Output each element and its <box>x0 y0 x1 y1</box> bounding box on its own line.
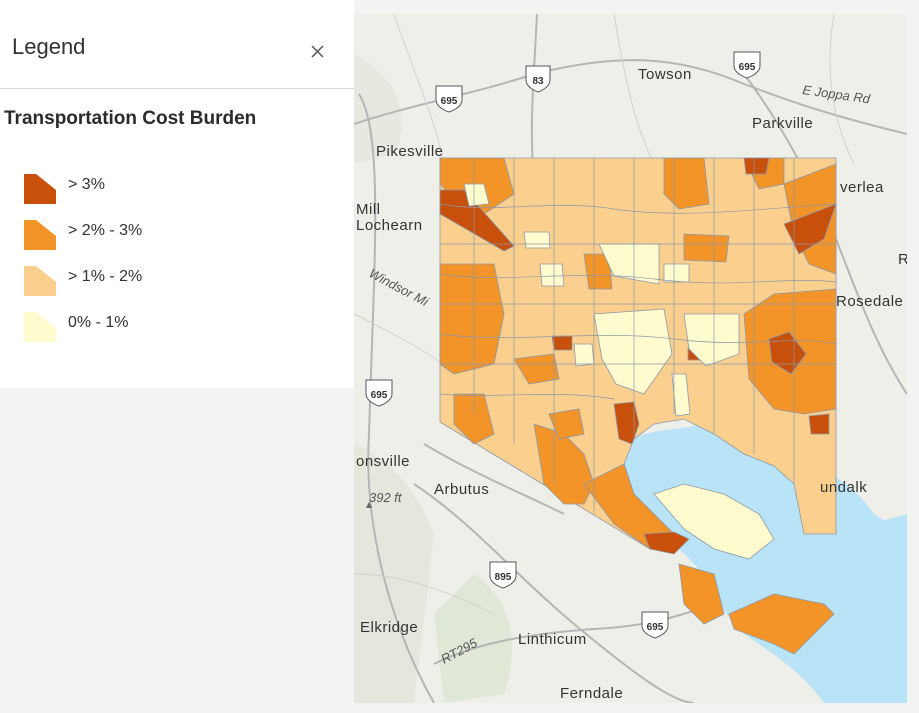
tract-2-3[interactable] <box>678 563 725 625</box>
tract-0-1[interactable] <box>463 183 490 207</box>
legend-card: Legend Transportation Cost Burden > 3% >… <box>0 0 354 388</box>
place-catonsville: onsville <box>356 453 410 470</box>
legend-item-label: > 1% - 2% <box>68 268 143 285</box>
shield-label: 695 <box>647 622 664 633</box>
i695-south <box>433 603 715 665</box>
tract-0-1[interactable] <box>671 373 691 417</box>
tract-over-3[interactable] <box>808 413 830 435</box>
legend-item-label: 0% - 1% <box>68 314 129 331</box>
legend-item-0-1: 0% - 1% <box>22 308 322 342</box>
map-canvas[interactable]: 695 83 695 695 895 695 Towson E Joppa Rd… <box>354 14 907 703</box>
place-dundalk: undalk <box>820 479 867 496</box>
tract-over-3[interactable] <box>613 401 640 445</box>
shield-label: 895 <box>495 572 512 583</box>
close-button[interactable] <box>300 34 334 68</box>
tract-0-1[interactable] <box>573 343 595 367</box>
place-rosedale: Rosedale <box>836 293 903 310</box>
shield-label: 695 <box>371 390 388 401</box>
place-pikesville: Pikesville <box>376 143 444 160</box>
shield-i695-west: 695 <box>365 379 393 407</box>
tract-2-3[interactable] <box>683 233 730 263</box>
place-towson: Towson <box>638 66 692 83</box>
shield-i83: 83 <box>525 65 551 93</box>
legend-item-1-2: > 1% - 2% <box>22 262 322 296</box>
legend-swatch <box>24 266 56 296</box>
elevation-label: 392 ft <box>369 490 403 505</box>
tract-2-3[interactable] <box>583 253 613 290</box>
place-elkridge: Elkridge <box>360 619 418 636</box>
legend-item-2-3: > 2% - 3% <box>22 216 322 250</box>
tract-2-3[interactable] <box>453 393 495 445</box>
legend-item-label: > 3% <box>68 176 105 193</box>
park-patch <box>434 574 513 703</box>
place-r-edge: R <box>898 251 907 268</box>
close-icon[interactable] <box>300 34 334 68</box>
shield-i695-south: 695 <box>641 611 669 639</box>
tract-borders <box>439 158 837 514</box>
place-parkville: Parkville <box>752 115 813 132</box>
shield-i895: 895 <box>489 561 517 589</box>
legend-title: Legend <box>12 34 86 59</box>
tract-0-1[interactable] <box>539 263 565 287</box>
i895-road <box>413 483 695 703</box>
terrain-patch <box>354 444 434 703</box>
tract-over-3[interactable] <box>743 157 770 175</box>
tract-2-3[interactable] <box>728 593 835 655</box>
terrain-patch <box>354 54 402 164</box>
arterial <box>423 443 565 515</box>
legend-swatch <box>24 174 56 204</box>
shield-label: 83 <box>532 76 544 87</box>
tract-2-3[interactable] <box>583 463 675 550</box>
legend-swatch <box>24 220 56 250</box>
city-choropleth[interactable] <box>439 157 837 655</box>
swatch-shape <box>24 312 56 342</box>
shield-label: 695 <box>739 62 756 73</box>
tract-0-1[interactable] <box>683 313 740 367</box>
peak-icon <box>366 502 372 508</box>
place-ferndale: Ferndale <box>560 685 623 702</box>
shield-i695-topleft: 695 <box>435 85 463 113</box>
shield-label: 695 <box>441 96 458 107</box>
legend-item-over-3: > 3% <box>22 170 322 204</box>
tract-0-1[interactable] <box>663 263 690 283</box>
tract-0-1[interactable] <box>653 483 775 560</box>
place-arbutus: Arbutus <box>434 481 489 498</box>
swatch-shape <box>24 220 56 250</box>
tract-2-3[interactable] <box>439 263 505 375</box>
swatch-shape <box>24 266 56 296</box>
layer-title: Transportation Cost Burden <box>4 108 257 129</box>
tract-2-3[interactable] <box>513 353 560 385</box>
bay-water <box>834 514 907 703</box>
legend-panel: Legend Transportation Cost Burden > 3% >… <box>0 0 354 713</box>
legend-swatch <box>24 312 56 342</box>
swatch-shape <box>24 174 56 204</box>
tract-over-3[interactable] <box>551 335 573 351</box>
tract-2-3[interactable] <box>548 408 585 440</box>
tract-over-3[interactable] <box>643 531 690 555</box>
legend-header: Legend <box>0 0 354 89</box>
place-linthicum: Linthicum <box>518 631 587 648</box>
local-roads <box>354 14 855 615</box>
shield-i695-topright: 695 <box>733 51 761 79</box>
place-overlea: verlea <box>840 179 884 196</box>
place-lochearn: Lochearn <box>356 217 423 234</box>
tract-2-3[interactable] <box>663 157 710 210</box>
tract-0-1[interactable] <box>523 231 551 249</box>
place-mill: Mill <box>356 201 381 218</box>
map-view[interactable]: 695 83 695 695 895 695 Towson E Joppa Rd… <box>354 14 907 703</box>
tract-0-1[interactable] <box>593 308 673 395</box>
tract-over-3[interactable] <box>439 189 515 252</box>
legend-item-label: > 2% - 3% <box>68 222 143 239</box>
beltway-west <box>358 93 435 703</box>
